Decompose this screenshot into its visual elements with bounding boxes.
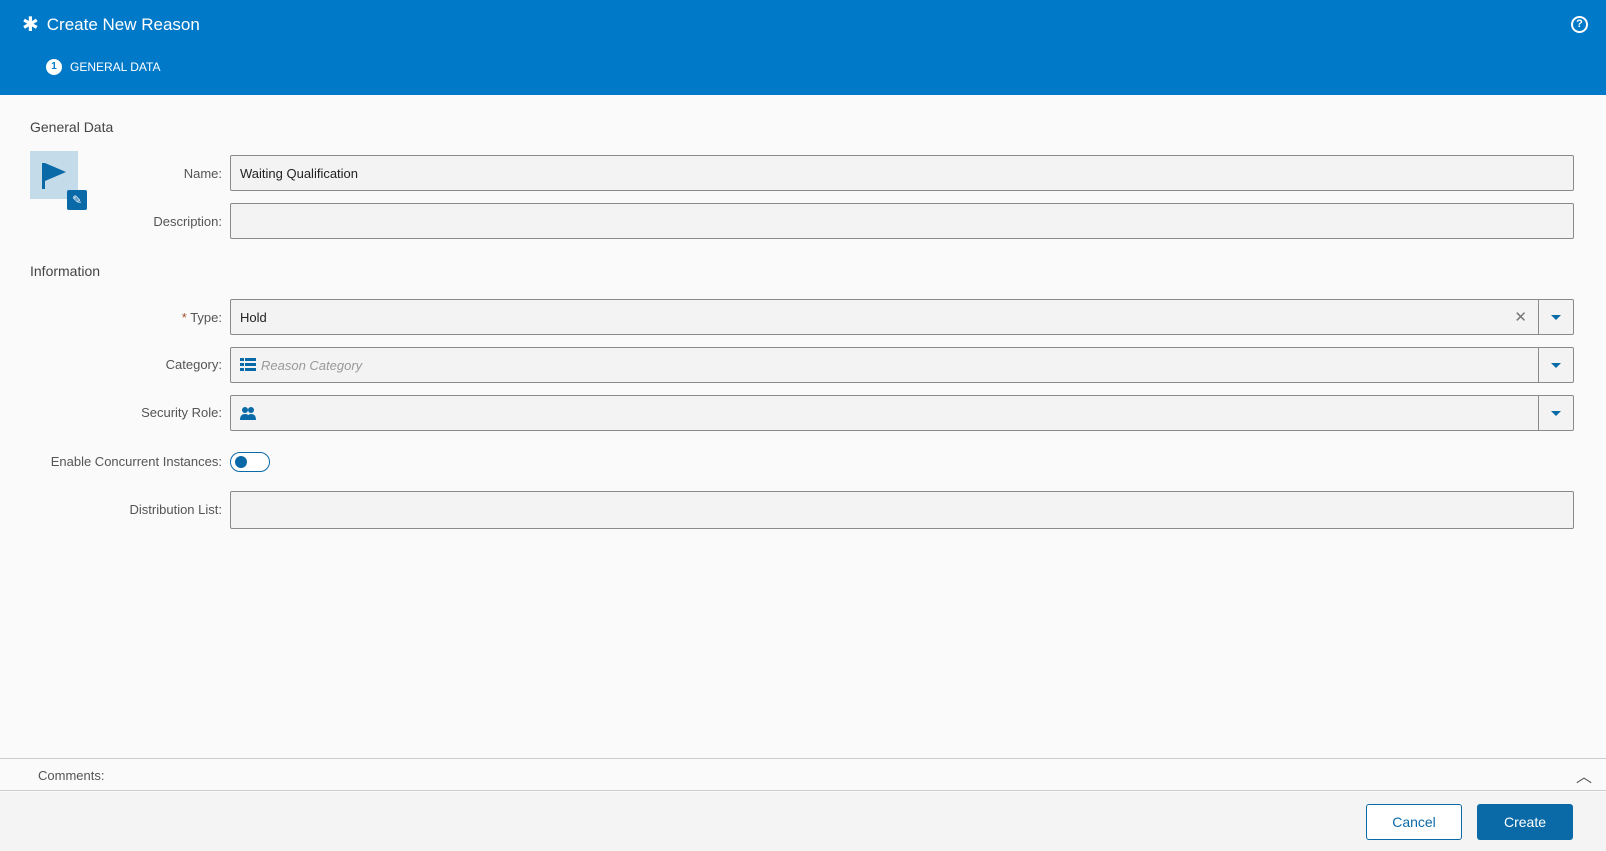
- step-label: GENERAL DATA: [70, 60, 161, 74]
- flag-icon: [42, 163, 66, 189]
- concurrent-instances-label: Enable Concurrent Instances:: [50, 454, 222, 469]
- security-role-select[interactable]: [230, 395, 1574, 431]
- concurrent-instances-toggle[interactable]: [230, 452, 270, 472]
- chevron-down-icon: [1551, 362, 1561, 368]
- users-icon: [240, 407, 256, 420]
- section-general-data: General Data: [30, 119, 114, 135]
- dialog-title: ✱ Create New Reason: [22, 14, 200, 36]
- chevron-down-icon: [1551, 314, 1561, 320]
- distribution-list-input[interactable]: [230, 491, 1574, 529]
- toggle-knob: [235, 456, 247, 468]
- step-general-data[interactable]: 1 GENERAL DATA: [46, 59, 160, 75]
- type-label: * Type:: [181, 310, 222, 325]
- edit-icon-button[interactable]: ✎: [67, 190, 87, 210]
- chevron-up-icon[interactable]: ︿: [1575, 769, 1592, 786]
- dialog-footer: Cancel Create: [0, 792, 1606, 851]
- type-select[interactable]: Hold ✕: [230, 299, 1574, 335]
- distribution-list-label: Distribution List:: [129, 502, 222, 517]
- asterisk-icon: ✱: [22, 14, 39, 36]
- security-role-label: Security Role:: [141, 405, 222, 420]
- category-placeholder: Reason Category: [261, 357, 363, 373]
- clear-icon[interactable]: ✕: [1514, 309, 1527, 326]
- comments-label: Comments:: [38, 768, 105, 783]
- security-role-dropdown-button[interactable]: [1538, 396, 1573, 430]
- cancel-button[interactable]: Cancel: [1366, 804, 1462, 840]
- description-input[interactable]: [230, 203, 1574, 239]
- description-label: Description:: [153, 214, 222, 229]
- category-dropdown-button[interactable]: [1538, 348, 1573, 382]
- dialog-header: ✱ Create New Reason ? 1 GENERAL DATA: [0, 0, 1606, 95]
- name-input[interactable]: Waiting Qualification: [230, 155, 1574, 191]
- reason-icon-preview: [30, 151, 78, 199]
- list-icon: [240, 358, 256, 371]
- name-label: Name:: [183, 166, 222, 181]
- section-information: Information: [30, 263, 101, 279]
- comments-panel[interactable]: Comments: ︿: [0, 758, 1606, 791]
- create-button[interactable]: Create: [1477, 804, 1573, 840]
- step-number: 1: [46, 59, 62, 75]
- category-select[interactable]: Reason Category: [230, 347, 1574, 383]
- required-mark: *: [181, 310, 187, 325]
- category-label: Category:: [165, 357, 222, 372]
- type-dropdown-button[interactable]: [1538, 300, 1573, 334]
- chevron-down-icon: [1551, 410, 1561, 416]
- help-icon[interactable]: ?: [1571, 16, 1588, 33]
